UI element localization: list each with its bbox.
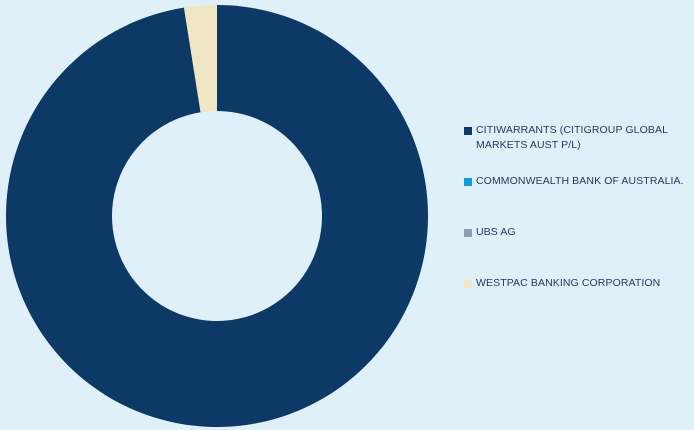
legend-label-citiwarrants: CITIWARRANTS (CITIGROUP GLOBAL MARKETS A… <box>476 124 668 151</box>
legend-item-ubs-ag: UBS AG <box>464 225 692 240</box>
legend-label-ubs-ag: UBS AG <box>476 226 516 238</box>
legend-swatch-commonwealth-bank <box>464 178 472 186</box>
legend-item-citiwarrants: CITIWARRANTS (CITIGROUP GLOBAL MARKETS A… <box>464 123 692 153</box>
donut-chart <box>5 5 429 428</box>
legend-swatch-ubs-ag <box>464 229 472 237</box>
legend-swatch-westpac <box>464 280 472 288</box>
donut-slice-citiwarrants-citigroup-global-markets-aust-p-l <box>5 5 429 428</box>
legend-swatch-citiwarrants <box>464 127 472 135</box>
legend-label-westpac: WESTPAC BANKING CORPORATION <box>476 277 661 289</box>
legend-label-commonwealth-bank: COMMONWEALTH BANK OF AUSTRALIA. <box>476 175 684 187</box>
donut-slice-westpac-banking-corporation <box>183 5 217 113</box>
legend-item-commonwealth-bank: COMMONWEALTH BANK OF AUSTRALIA. <box>464 174 692 189</box>
legend-item-westpac: WESTPAC BANKING CORPORATION <box>464 276 692 291</box>
